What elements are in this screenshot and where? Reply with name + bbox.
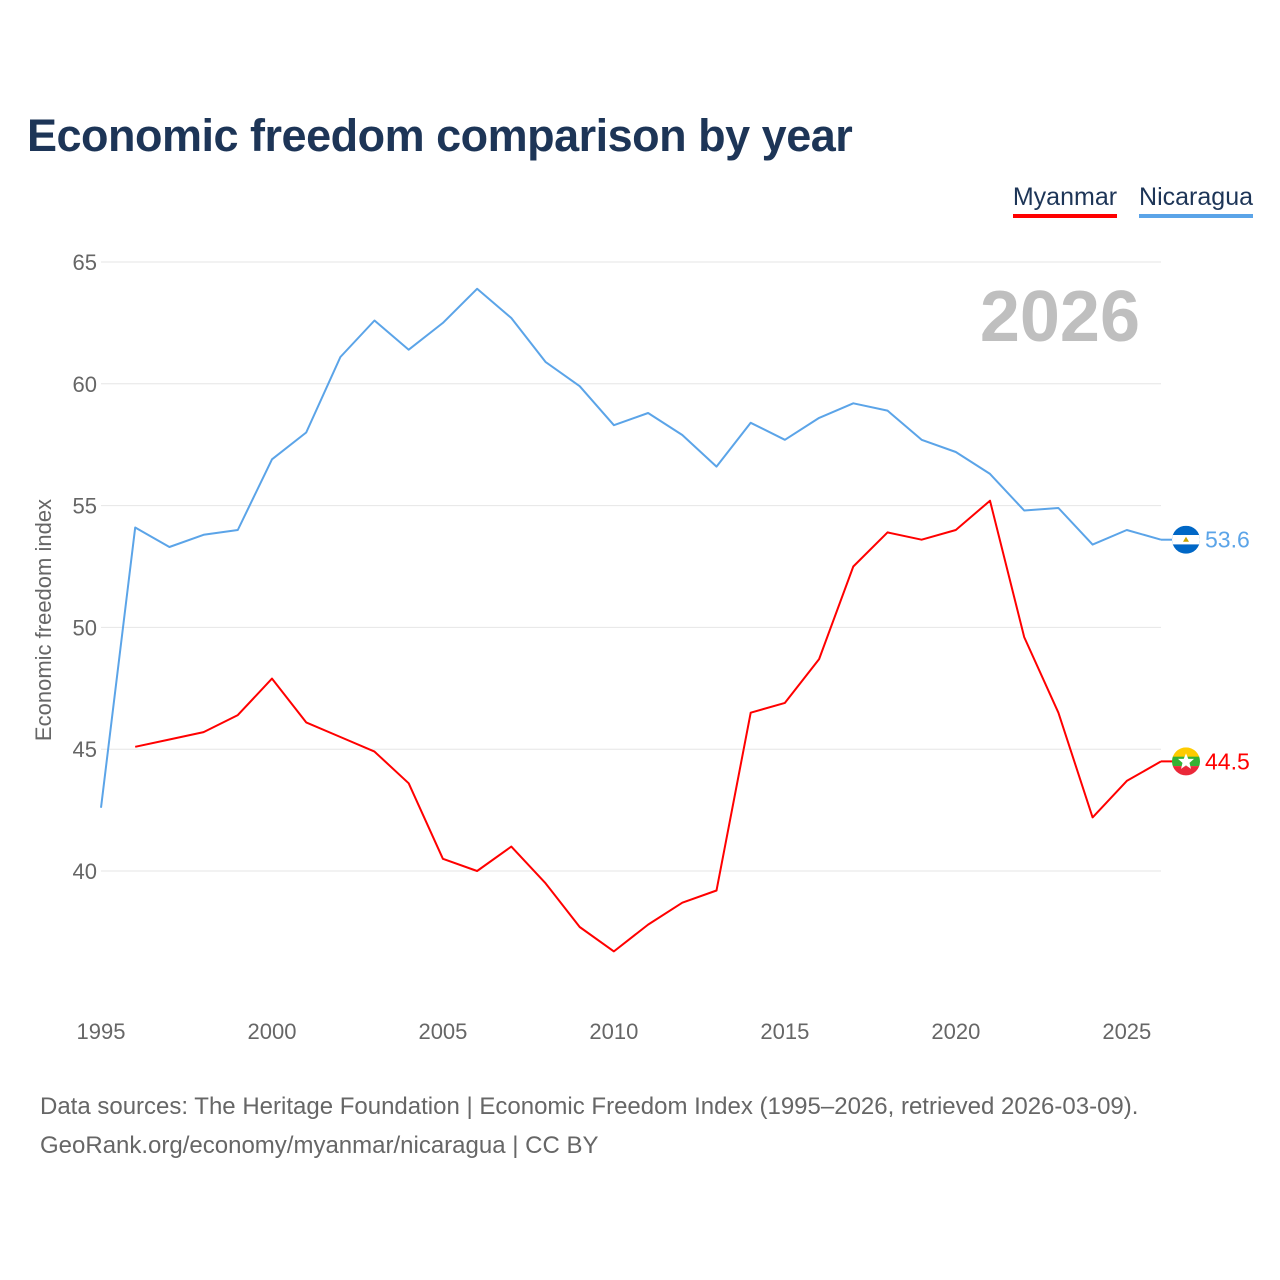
x-tick-label: 1995 — [77, 1019, 126, 1044]
data-point — [782, 437, 787, 442]
data-point — [543, 881, 548, 886]
data-point — [919, 537, 924, 542]
data-point — [680, 900, 685, 905]
data-point — [748, 710, 753, 715]
y-tick-label: 50 — [73, 615, 97, 640]
data-point — [440, 856, 445, 861]
data-point — [611, 949, 616, 954]
legend-item-nicaragua[interactable]: Nicaragua — [1139, 183, 1253, 218]
data-point — [919, 437, 924, 442]
data-point — [133, 525, 138, 530]
data-point — [269, 457, 274, 462]
y-tick-label: 45 — [73, 737, 97, 762]
data-point — [714, 464, 719, 469]
data-point — [1124, 778, 1129, 783]
data-point — [1056, 710, 1061, 715]
data-point — [577, 384, 582, 389]
end-value-label-myanmar: 44.5 — [1205, 748, 1250, 774]
data-point — [509, 316, 514, 321]
data-point — [475, 869, 480, 874]
data-point — [269, 676, 274, 681]
data-point — [1022, 508, 1027, 513]
x-tick-label: 2020 — [931, 1019, 980, 1044]
legend-item-myanmar[interactable]: Myanmar — [1012, 183, 1118, 218]
data-point — [1124, 527, 1129, 532]
data-point — [714, 888, 719, 893]
data-sources: Data sources: The Heritage Foundation | … — [40, 1093, 1139, 1120]
data-point — [372, 318, 377, 323]
y-tick-label: 55 — [73, 494, 97, 519]
data-point — [406, 781, 411, 786]
data-point — [851, 564, 856, 569]
data-point — [885, 408, 890, 413]
data-point — [235, 527, 240, 532]
data-point — [509, 844, 514, 849]
y-tick-label: 65 — [73, 250, 97, 275]
data-point — [475, 286, 480, 291]
nicaragua-flag-icon — [1172, 525, 1200, 554]
legend: Myanmar Nicaragua — [1012, 183, 1253, 218]
data-point — [406, 347, 411, 352]
data-point — [680, 432, 685, 437]
data-point — [338, 355, 343, 360]
data-point — [611, 423, 616, 428]
data-point — [851, 401, 856, 406]
data-point — [440, 320, 445, 325]
data-point — [201, 730, 206, 735]
series-line-nicaragua — [100, 287, 1162, 808]
y-tick-label: 60 — [73, 372, 97, 397]
data-point — [748, 420, 753, 425]
data-point — [201, 532, 206, 537]
data-point — [1090, 542, 1095, 547]
data-point — [817, 657, 822, 662]
data-point — [988, 498, 993, 503]
x-tick-label: 2005 — [418, 1019, 467, 1044]
y-axis-label: Economic freedom index — [31, 499, 56, 741]
data-point — [372, 749, 377, 754]
data-point — [167, 737, 172, 742]
data-point — [1056, 506, 1061, 511]
myanmar-flag-icon — [1172, 747, 1200, 776]
data-point — [646, 922, 651, 927]
data-point — [1022, 635, 1027, 640]
x-tick-label: 2025 — [1102, 1019, 1151, 1044]
x-tick-label: 2010 — [589, 1019, 638, 1044]
data-point — [1090, 815, 1095, 820]
data-point — [235, 713, 240, 718]
data-point — [304, 720, 309, 725]
y-tick-label: 40 — [73, 859, 97, 884]
data-point — [133, 744, 138, 749]
data-point — [338, 735, 343, 740]
end-value-label-nicaragua: 53.6 — [1205, 527, 1250, 553]
chart-title: Economic freedom comparison by year — [27, 110, 853, 161]
source-link[interactable]: GeoRank.org/economy/myanmar/nicaragua | … — [40, 1132, 599, 1159]
data-point — [953, 527, 958, 532]
data-point — [885, 530, 890, 535]
data-point — [167, 545, 172, 550]
data-point — [782, 700, 787, 705]
data-point — [99, 805, 104, 810]
data-point — [988, 471, 993, 476]
year-watermark: 2026 — [980, 277, 1140, 357]
data-point — [953, 450, 958, 455]
data-point — [577, 925, 582, 930]
data-point — [543, 359, 548, 364]
x-tick-label: 2015 — [760, 1019, 809, 1044]
data-point — [817, 415, 822, 420]
data-point — [646, 411, 651, 416]
data-point — [304, 430, 309, 435]
series-line-myanmar — [134, 499, 1162, 953]
x-tick-label: 2000 — [247, 1019, 296, 1044]
footer: Data sources: The Heritage Foundation | … — [40, 1087, 1138, 1165]
